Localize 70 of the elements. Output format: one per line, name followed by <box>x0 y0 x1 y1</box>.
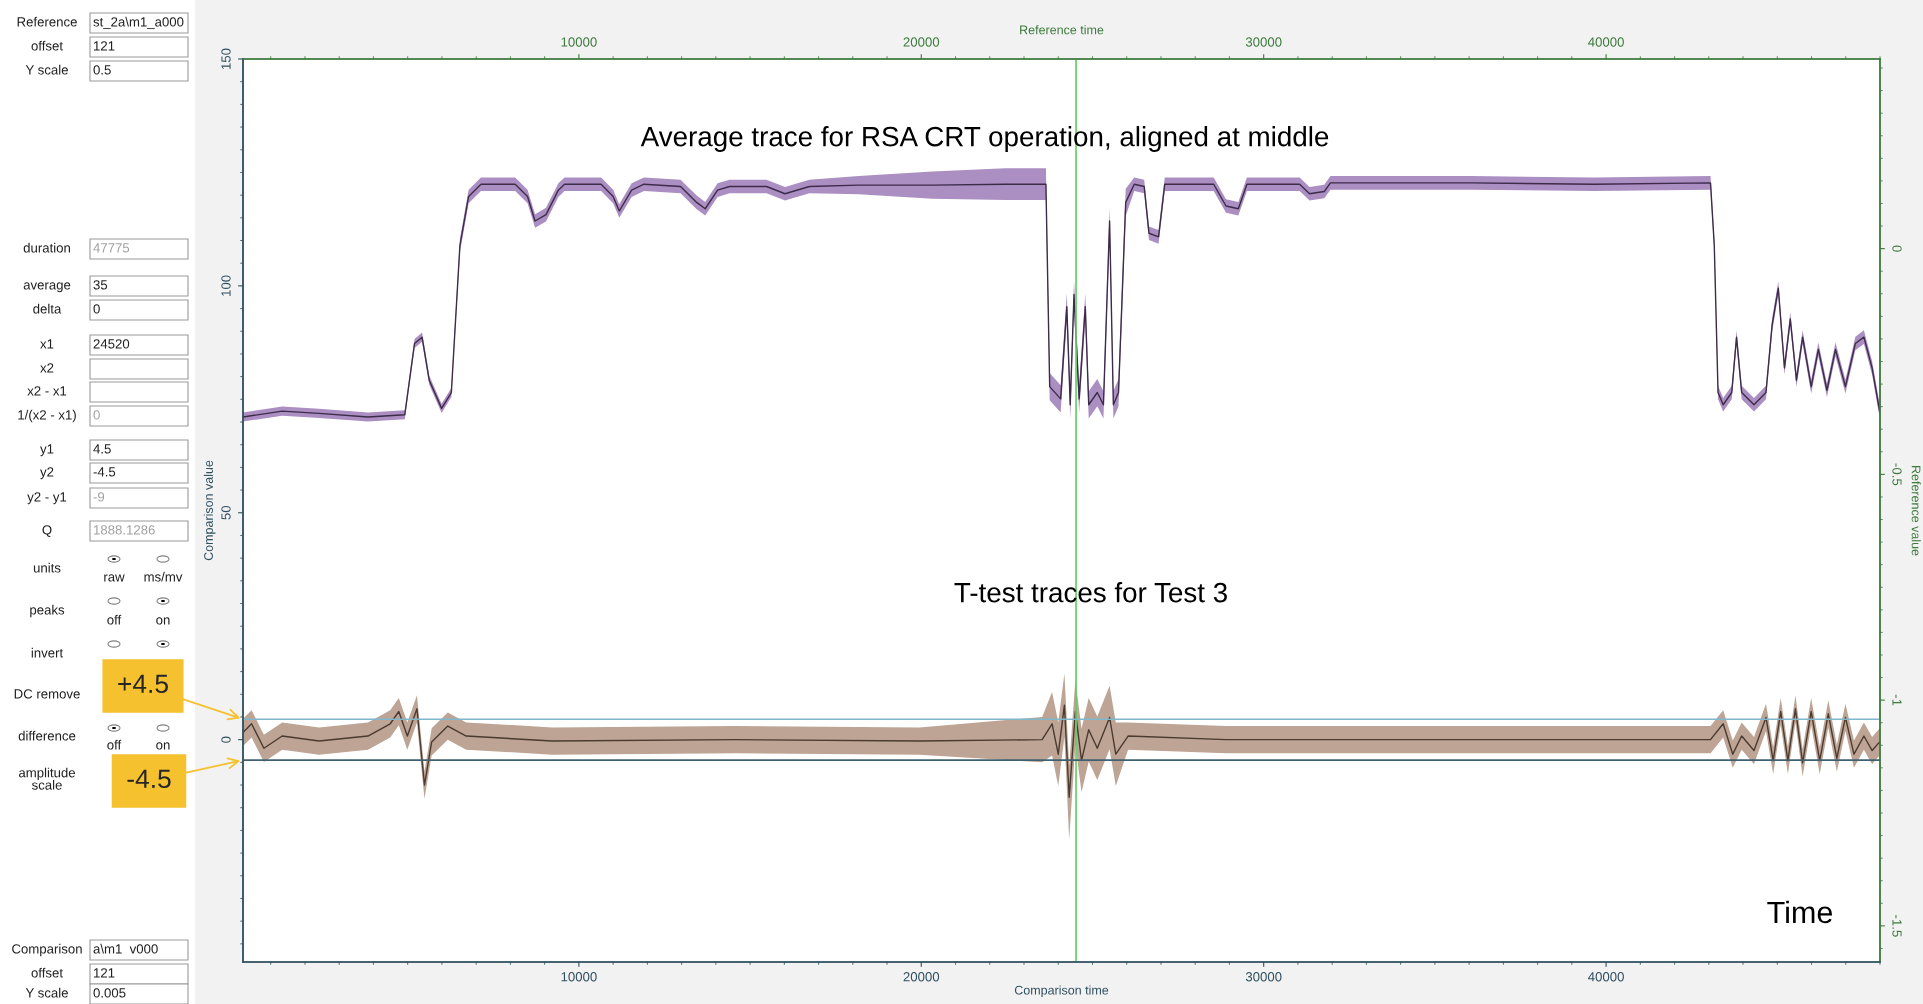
x-tick-label: 10000 <box>561 972 597 982</box>
text: 24520 <box>93 339 130 349</box>
text: Y scale <box>25 987 68 998</box>
text: st_2a\m1_a000 <box>93 16 184 30</box>
text: 4.5 <box>93 444 111 454</box>
x-tick-label: 30000 <box>1245 972 1282 982</box>
text: offset <box>31 40 63 51</box>
annotation: T-test traces for Test 3 <box>954 582 1227 603</box>
text: 0 <box>93 410 100 420</box>
text: on <box>156 617 170 625</box>
text: difference <box>18 730 76 741</box>
text: raw <box>104 574 125 582</box>
y-tick-label: 50 <box>221 505 231 520</box>
x2-tick-label: 10000 <box>561 37 597 47</box>
text: 121 <box>94 968 115 978</box>
text: Y scale <box>25 64 68 75</box>
text: 35 <box>93 280 108 290</box>
x-tick-label: 20000 <box>903 972 940 982</box>
text: a\m1 v000 <box>93 943 158 954</box>
text: ms/mv <box>144 571 183 582</box>
y2-tick-label: 0 <box>1892 245 1902 252</box>
annotation: +4.5 <box>118 674 168 694</box>
y2-axis-title: Reference value <box>1911 466 1921 556</box>
text: invert <box>31 647 64 658</box>
y-tick-label: 100 <box>221 275 231 296</box>
text: -4.5 <box>93 467 116 477</box>
text: off <box>107 739 122 750</box>
y2-tick-label: -0.5 <box>1892 463 1902 486</box>
text: 1/(x2 - x1) <box>18 409 76 423</box>
annotation: Time <box>1767 900 1833 924</box>
text: off <box>107 614 122 625</box>
text: delta <box>33 303 62 314</box>
x-tick-label: 40000 <box>1588 972 1624 982</box>
text: units <box>33 562 61 573</box>
line-series <box>243 704 1880 798</box>
text: on <box>156 742 170 750</box>
text: y2 <box>40 467 54 480</box>
text: 0.5 <box>93 65 111 75</box>
y2-tick-label: -1.5 <box>1892 915 1902 937</box>
text: 47775 <box>93 243 130 253</box>
text: duration <box>23 242 70 253</box>
text: -9 <box>93 492 105 502</box>
annotation: Average trace for RSA CRT operation, aligned at middle <box>640 126 1329 152</box>
text: x1 <box>40 339 54 349</box>
text: x2 <box>40 363 54 373</box>
text: DC remove <box>14 689 80 699</box>
y-tick-label: 0 <box>221 736 231 743</box>
x2-tick-label: 20000 <box>903 37 940 47</box>
text: average <box>23 282 71 293</box>
text: y2 - y1 <box>27 492 67 505</box>
y-tick-label: 150 <box>221 48 231 69</box>
text: 1888.1286 <box>94 525 155 535</box>
y2-tick-label: -1 <box>1892 694 1902 706</box>
annotation: -4.5 <box>127 769 171 789</box>
x2-tick-label: 30000 <box>1245 37 1282 47</box>
x2-tick-label: 40000 <box>1588 37 1624 47</box>
text: amplitude scale <box>18 767 76 790</box>
text: 0 <box>93 304 100 314</box>
text: x2 - x1 <box>27 386 67 396</box>
text: 0.005 <box>93 988 126 998</box>
text: Q <box>42 525 52 537</box>
y-axis-title: Comparison value <box>203 460 216 561</box>
text: 121 <box>94 41 115 51</box>
x2-axis-title: Reference time <box>1020 25 1104 35</box>
x-axis-title: Comparison time <box>1014 985 1109 998</box>
text: offset <box>31 967 63 978</box>
text: y1 <box>40 444 54 457</box>
text: Comparison <box>12 943 82 957</box>
text: Reference <box>17 16 77 27</box>
text: peaks <box>30 604 65 618</box>
